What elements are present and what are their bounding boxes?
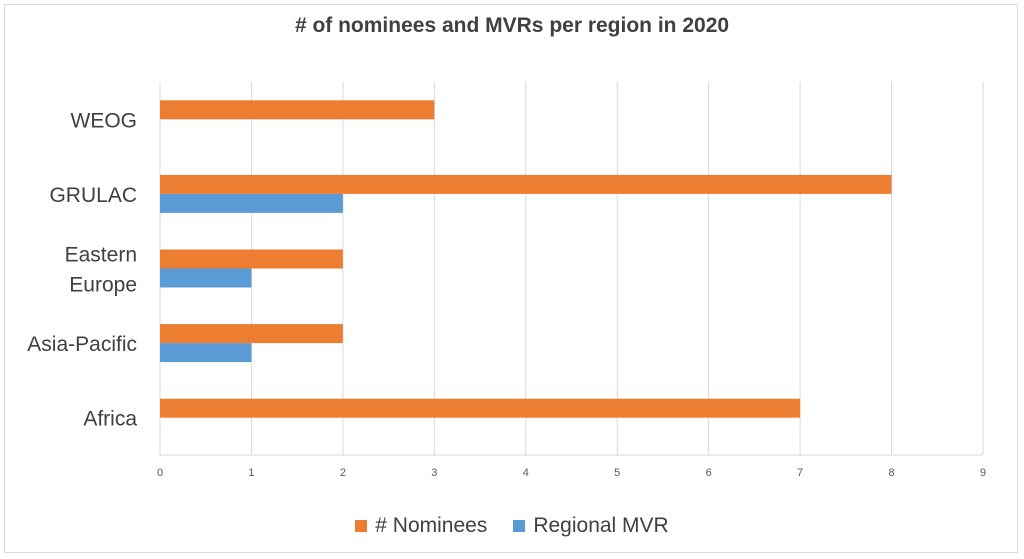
x-tick-label-4: 4 [523,467,529,479]
x-tick-label-3: 3 [431,467,437,479]
legend-item-regional-mvr: Regional MVR [513,514,669,538]
category-label-line: Eastern [65,244,137,267]
bar-eastern-europe-regional-mvr [160,268,252,288]
category-label-africa: Africa [83,408,137,431]
chart-title: # of nominees and MVRs per region in 202… [294,14,730,37]
bar-weog-nominees [160,100,435,120]
legend-swatch-nominees [355,520,368,532]
bar-asia-pacific-nominees [160,324,343,344]
legend-label-regional-mvr: Regional MVR [533,514,669,537]
bar-eastern-europe-nominees [160,249,343,269]
bar-grulac-regional-mvr [160,193,343,213]
bar-africa-nominees [160,398,801,418]
bar-grulac-nominees [160,174,892,194]
x-tick-label-6: 6 [706,467,712,479]
legend: # Nominees Regional MVR [0,514,1024,538]
bar-asia-pacific-regional-mvr [160,343,252,363]
legend-swatch-regional-mvr [513,520,526,532]
x-tick-label-1: 1 [248,467,254,479]
category-label-line: Europe [69,274,137,297]
category-label-line: Africa [83,408,137,431]
category-label-line: WEOG [71,109,138,132]
legend-item-nominees: # Nominees [355,514,487,538]
x-tick-label-8: 8 [888,467,894,479]
category-label-line: GRULAC [49,184,137,207]
x-tick-label-2: 2 [340,467,346,479]
x-tick-label-5: 5 [614,467,620,479]
category-label-line: Asia-Pacific [27,333,137,356]
category-label-eastern-europe: Eastern Europe [65,244,137,297]
x-tick-label-9: 9 [980,467,986,479]
x-tick-label-7: 7 [797,467,803,479]
category-label-asia-pacific: Asia-Pacific [27,333,137,356]
x-tick-label-0: 0 [157,467,163,479]
category-label-grulac: GRULAC [49,184,137,207]
category-label-weog: WEOG [71,109,138,132]
legend-label-nominees: # Nominees [375,514,488,537]
